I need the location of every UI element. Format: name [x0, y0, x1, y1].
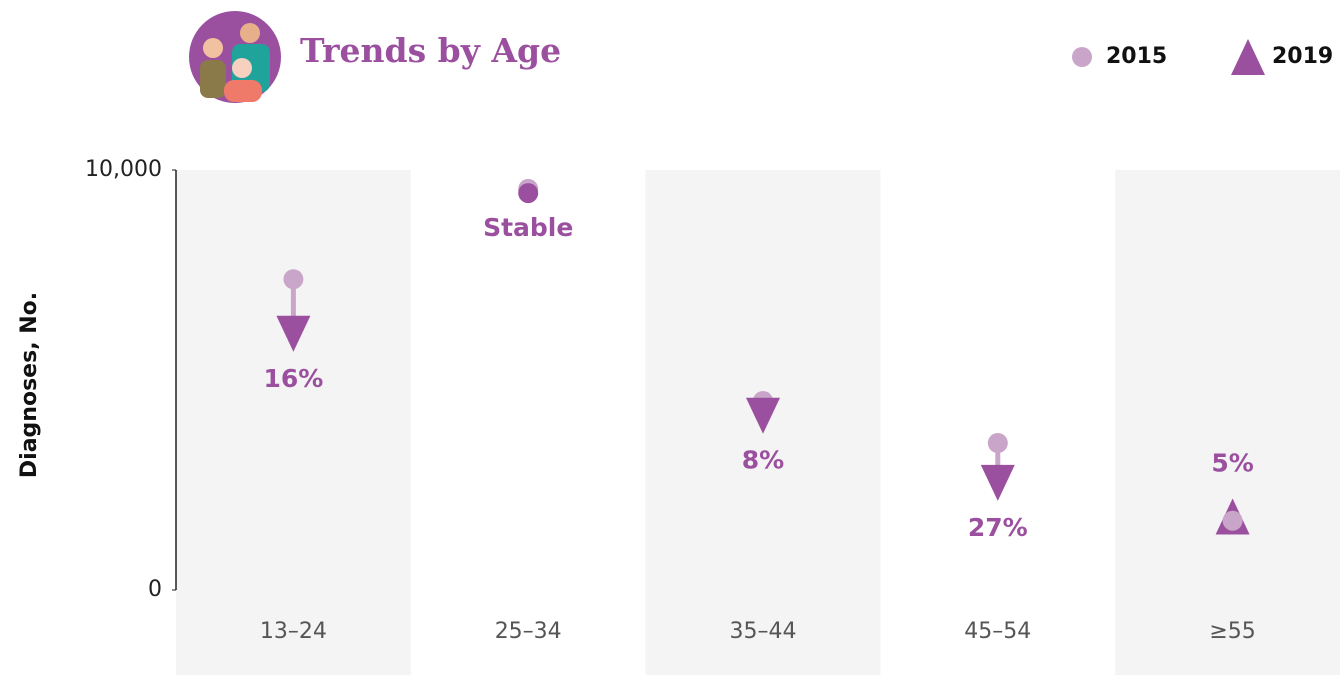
change-label: 16% [263, 364, 323, 393]
band [176, 170, 411, 675]
band [1115, 170, 1340, 675]
title-icon [189, 11, 281, 103]
x-tick-label: ≥55 [1209, 619, 1255, 644]
chart-title: Trends by Age [300, 31, 561, 70]
marker-2015 [1223, 511, 1243, 531]
marker-2019 [981, 465, 1015, 501]
legend-marker [1072, 47, 1092, 67]
legend-marker [1231, 39, 1265, 75]
y-axis-label: Diagnoses, No. [17, 292, 42, 478]
x-tick-label: 13–24 [260, 619, 327, 644]
y-tick-label: 10,000 [85, 157, 162, 182]
change-label: 5% [1211, 449, 1253, 478]
x-tick-label: 45–54 [964, 619, 1031, 644]
x-tick-label: 35–44 [730, 619, 797, 644]
marker-2015 [283, 269, 303, 289]
x-tick-label: 25–34 [495, 619, 562, 644]
y-tick-label: 0 [148, 577, 162, 602]
change-label: 27% [968, 513, 1028, 542]
marker-2019 [518, 183, 538, 203]
change-label: 8% [742, 446, 784, 475]
legend-label: 2019 [1272, 44, 1333, 69]
marker-2015 [988, 433, 1008, 453]
change-label: Stable [483, 213, 573, 242]
legend-label: 2015 [1106, 44, 1167, 69]
chart: Trends by Age Diagnoses, No. 0 10,000 2015… [0, 0, 1340, 675]
